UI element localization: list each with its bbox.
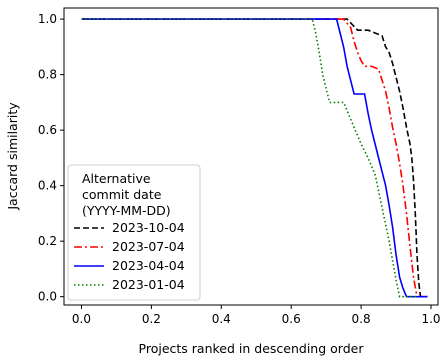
x-axis-label: Projects ranked in descending order [139,341,365,356]
legend-title-line-3: (YYYY-MM-DD) [82,203,171,218]
legend-title-line-2: commit date [82,187,162,202]
y-tick-label: 0.4 [38,179,57,193]
x-tick-label: 0.6 [282,312,301,326]
x-tick-label: 1.0 [421,312,440,326]
plot-frame [63,7,439,306]
series-line-3 [81,18,417,298]
legend-entries: 2023-10-04 2023-07-04 2023-04-04 2023-01-04 [74,220,185,292]
x-tick-label: 0.2 [142,312,161,326]
legend-label-1: 2023-07-04 [112,239,185,254]
series-line-2 [81,18,428,298]
legend-label-3: 2023-01-04 [112,277,185,292]
x-tick-label: 0.4 [212,312,231,326]
series-layer [81,18,428,298]
legend-label-0: 2023-10-04 [112,220,185,235]
y-tick-label: 0.6 [38,123,57,137]
legend: Alternative commit date (YYYY-MM-DD) 202… [67,164,201,301]
y-axis-label: Jaccard similarity [5,102,20,211]
x-axis-ticks: 0.0 0.2 0.4 0.6 0.8 1.0 [72,305,441,326]
series-line-0 [81,18,428,298]
x-tick-label: 0.0 [72,312,91,326]
legend-title-line-1: Alternative [82,171,151,186]
y-axis-ticks: 0.0 0.2 0.4 0.6 0.8 1.0 [38,12,64,304]
y-tick-label: 0.0 [38,290,57,304]
y-tick-label: 0.8 [38,68,57,82]
legend-label-2: 2023-04-04 [112,258,185,273]
series-line-1 [81,18,428,298]
y-tick-label: 0.2 [38,234,57,248]
y-tick-label: 1.0 [38,12,57,26]
x-tick-label: 0.8 [352,312,371,326]
